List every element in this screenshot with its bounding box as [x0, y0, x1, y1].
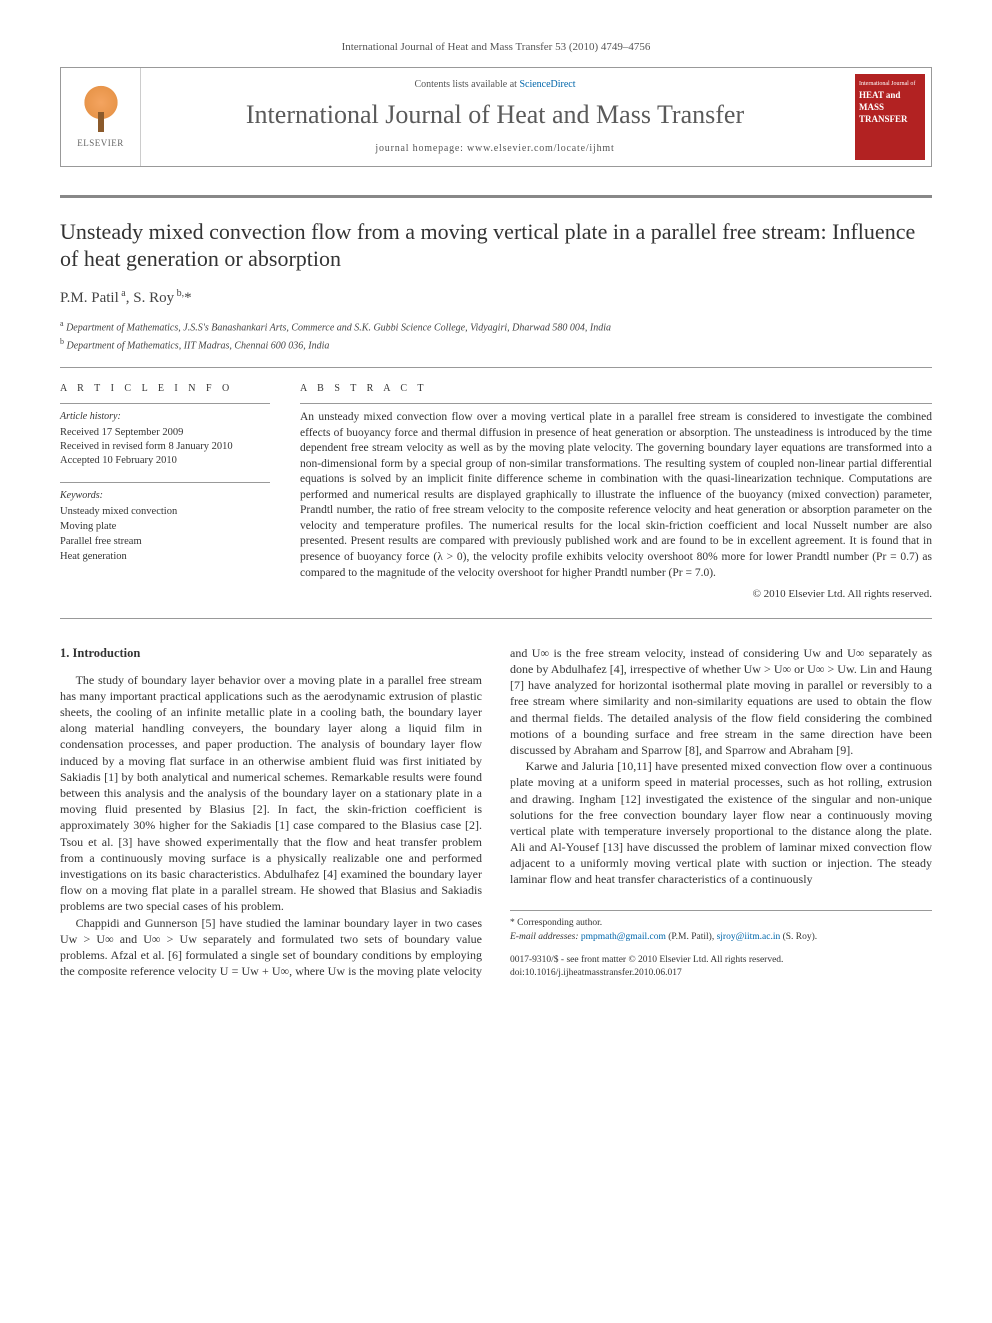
doi-line: doi:10.1016/j.ijheatmasstransfer.2010.06…: [510, 967, 932, 980]
sciencedirect-link[interactable]: ScienceDirect: [519, 79, 575, 90]
homepage-url[interactable]: www.elsevier.com/locate/ijhmt: [467, 143, 615, 154]
corresponding-note: * Corresponding author.: [510, 917, 932, 930]
author-1-aff: a: [119, 288, 126, 299]
header-center: Contents lists available at ScienceDirec…: [141, 68, 849, 166]
intro-para-1: The study of boundary layer behavior ove…: [60, 672, 482, 915]
keyword-3: Parallel free stream: [60, 535, 270, 549]
email-line: E-mail addresses: pmpmath@gmail.com (P.M…: [510, 931, 932, 944]
history-accepted: Accepted 10 February 2010: [60, 454, 270, 468]
author-2: S. Roy: [133, 290, 174, 306]
keywords-block: Keywords: Unsteady mixed convection Movi…: [60, 489, 270, 564]
contents-prefix: Contents lists available at: [414, 79, 519, 90]
cover-line2: HEAT and MASS TRANSFER: [859, 89, 921, 125]
keywords-label: Keywords:: [60, 489, 270, 503]
author-list: P.M. Patil a, S. Roy b,*: [60, 287, 932, 308]
article-title: Unsteady mixed convection flow from a mo…: [60, 218, 932, 273]
elsevier-tree-icon: [76, 85, 126, 135]
info-rule-1: [60, 403, 270, 404]
corresponding-footer: * Corresponding author. E-mail addresses…: [510, 910, 932, 980]
body-two-column: 1. Introduction The study of boundary la…: [60, 645, 932, 980]
corresponding-marker: *: [184, 290, 192, 306]
email-1[interactable]: pmpmath@gmail.com: [581, 932, 666, 942]
keyword-1: Unsteady mixed convection: [60, 505, 270, 519]
publisher-logo: ELSEVIER: [61, 68, 141, 166]
history-revised: Received in revised form 8 January 2010: [60, 440, 270, 454]
publisher-name: ELSEVIER: [77, 137, 124, 149]
journal-header: ELSEVIER Contents lists available at Sci…: [60, 67, 932, 167]
keyword-2: Moving plate: [60, 520, 270, 534]
cover-line1: International Journal of: [859, 80, 921, 88]
affiliation-b: b Department of Mathematics, IIT Madras,…: [60, 336, 932, 353]
affiliation-b-text: Department of Mathematics, IIT Madras, C…: [67, 340, 330, 351]
keyword-4: Heat generation: [60, 550, 270, 564]
journal-reference: International Journal of Heat and Mass T…: [60, 40, 932, 55]
article-info-column: A R T I C L E I N F O Article history: R…: [60, 382, 270, 602]
doi-block: 0017-9310/$ - see front matter © 2010 El…: [510, 954, 932, 980]
email-1-who: (P.M. Patil): [668, 932, 712, 942]
author-2-aff: b,: [174, 288, 184, 299]
emails-label: E-mail addresses:: [510, 932, 579, 942]
history-received: Received 17 September 2009: [60, 426, 270, 440]
history-label: Article history:: [60, 410, 270, 424]
journal-cover-thumbnail: International Journal of HEAT and MASS T…: [855, 74, 925, 160]
abstract-text: An unsteady mixed convection flow over a…: [300, 410, 932, 581]
homepage-prefix: journal homepage:: [375, 143, 467, 154]
keywords-list: Unsteady mixed convection Moving plate P…: [60, 505, 270, 565]
abstract-rule: [300, 403, 932, 404]
article-history-block: Article history: Received 17 September 2…: [60, 410, 270, 468]
abstract-column: A B S T R A C T An unsteady mixed convec…: [300, 382, 932, 602]
title-rule: [60, 195, 932, 198]
rule-below-abstract: [60, 618, 932, 619]
journal-homepage-line: journal homepage: www.elsevier.com/locat…: [153, 142, 837, 156]
issn-line: 0017-9310/$ - see front matter © 2010 El…: [510, 954, 932, 967]
journal-title: International Journal of Heat and Mass T…: [153, 97, 837, 132]
email-2[interactable]: sjroy@iitm.ac.in: [717, 932, 781, 942]
abstract-copyright: © 2010 Elsevier Ltd. All rights reserved…: [300, 587, 932, 602]
info-abstract-row: A R T I C L E I N F O Article history: R…: [60, 368, 932, 618]
email-2-who: (S. Roy): [783, 932, 815, 942]
info-rule-2: [60, 482, 270, 483]
section-1-heading: 1. Introduction: [60, 645, 482, 662]
author-1: P.M. Patil: [60, 290, 119, 306]
affiliation-a: a Department of Mathematics, J.S.S's Ban…: [60, 318, 932, 335]
contents-available-line: Contents lists available at ScienceDirec…: [153, 78, 837, 92]
article-info-heading: A R T I C L E I N F O: [60, 382, 270, 396]
intro-para-3: Karwe and Jaluria [10,11] have presented…: [510, 758, 932, 888]
abstract-heading: A B S T R A C T: [300, 382, 932, 396]
affiliation-a-text: Department of Mathematics, J.S.S's Banas…: [66, 323, 611, 334]
affiliations: a Department of Mathematics, J.S.S's Ban…: [60, 318, 932, 353]
